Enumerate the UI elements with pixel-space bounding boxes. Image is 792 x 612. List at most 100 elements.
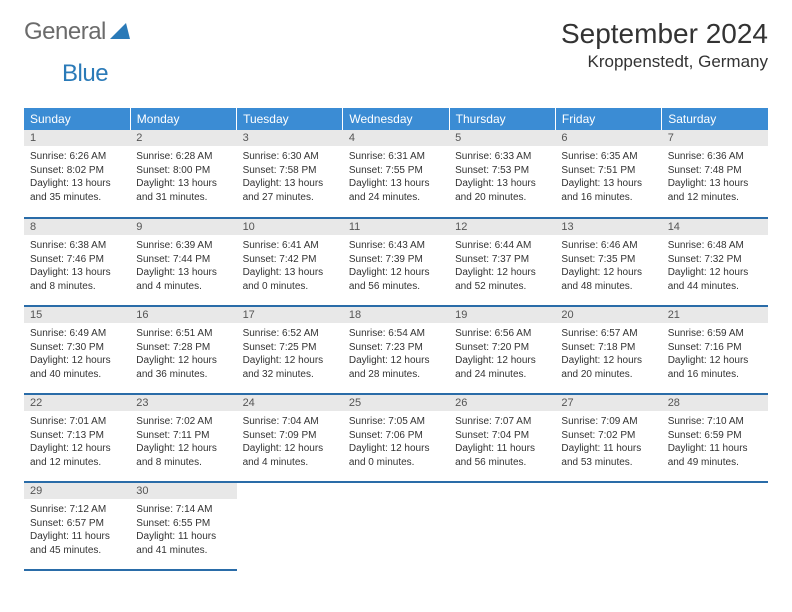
day-number: 3 xyxy=(237,130,343,146)
calendar-day-cell: 13Sunrise: 6:46 AMSunset: 7:35 PMDayligh… xyxy=(555,218,661,306)
day-details: Sunrise: 6:57 AMSunset: 7:18 PMDaylight:… xyxy=(555,323,661,385)
calendar-day-cell: 2Sunrise: 6:28 AMSunset: 8:00 PMDaylight… xyxy=(130,130,236,218)
day-number: 22 xyxy=(24,395,130,411)
calendar-week-row: 29Sunrise: 7:12 AMSunset: 6:57 PMDayligh… xyxy=(24,482,768,570)
day-details: Sunrise: 7:04 AMSunset: 7:09 PMDaylight:… xyxy=(237,411,343,473)
calendar-day-cell: 29Sunrise: 7:12 AMSunset: 6:57 PMDayligh… xyxy=(24,482,130,570)
day-details: Sunrise: 6:48 AMSunset: 7:32 PMDaylight:… xyxy=(662,235,768,297)
day-details: Sunrise: 6:38 AMSunset: 7:46 PMDaylight:… xyxy=(24,235,130,297)
day-number: 19 xyxy=(449,307,555,323)
day-number: 18 xyxy=(343,307,449,323)
calendar-day-cell: 28Sunrise: 7:10 AMSunset: 6:59 PMDayligh… xyxy=(662,394,768,482)
calendar-day-cell xyxy=(343,482,449,570)
day-details: Sunrise: 7:09 AMSunset: 7:02 PMDaylight:… xyxy=(555,411,661,473)
day-number: 11 xyxy=(343,219,449,235)
calendar-day-cell: 18Sunrise: 6:54 AMSunset: 7:23 PMDayligh… xyxy=(343,306,449,394)
calendar-week-row: 15Sunrise: 6:49 AMSunset: 7:30 PMDayligh… xyxy=(24,306,768,394)
day-details: Sunrise: 6:49 AMSunset: 7:30 PMDaylight:… xyxy=(24,323,130,385)
calendar-day-cell: 4Sunrise: 6:31 AMSunset: 7:55 PMDaylight… xyxy=(343,130,449,218)
day-number: 1 xyxy=(24,130,130,146)
day-number: 12 xyxy=(449,219,555,235)
weekday-header-row: Sunday Monday Tuesday Wednesday Thursday… xyxy=(24,108,768,130)
location: Kroppenstedt, Germany xyxy=(561,52,768,72)
day-details: Sunrise: 6:56 AMSunset: 7:20 PMDaylight:… xyxy=(449,323,555,385)
day-number: 25 xyxy=(343,395,449,411)
logo-triangle-icon xyxy=(110,21,130,44)
day-details: Sunrise: 7:07 AMSunset: 7:04 PMDaylight:… xyxy=(449,411,555,473)
day-details: Sunrise: 6:44 AMSunset: 7:37 PMDaylight:… xyxy=(449,235,555,297)
header: General September 2024 Kroppenstedt, Ger… xyxy=(24,18,768,72)
calendar-week-row: 1Sunrise: 6:26 AMSunset: 8:02 PMDaylight… xyxy=(24,130,768,218)
day-number: 24 xyxy=(237,395,343,411)
day-number: 15 xyxy=(24,307,130,323)
calendar-day-cell xyxy=(449,482,555,570)
day-number: 13 xyxy=(555,219,661,235)
day-details: Sunrise: 6:43 AMSunset: 7:39 PMDaylight:… xyxy=(343,235,449,297)
weekday-header: Friday xyxy=(555,108,661,130)
day-number: 21 xyxy=(662,307,768,323)
calendar-day-cell: 14Sunrise: 6:48 AMSunset: 7:32 PMDayligh… xyxy=(662,218,768,306)
calendar-day-cell: 1Sunrise: 6:26 AMSunset: 8:02 PMDaylight… xyxy=(24,130,130,218)
day-number: 26 xyxy=(449,395,555,411)
day-number: 8 xyxy=(24,219,130,235)
day-details: Sunrise: 7:01 AMSunset: 7:13 PMDaylight:… xyxy=(24,411,130,473)
calendar-day-cell: 25Sunrise: 7:05 AMSunset: 7:06 PMDayligh… xyxy=(343,394,449,482)
day-number: 23 xyxy=(130,395,236,411)
day-number: 5 xyxy=(449,130,555,146)
calendar-day-cell: 5Sunrise: 6:33 AMSunset: 7:53 PMDaylight… xyxy=(449,130,555,218)
month-title: September 2024 xyxy=(561,18,768,50)
weekday-header: Wednesday xyxy=(343,108,449,130)
calendar-day-cell: 27Sunrise: 7:09 AMSunset: 7:02 PMDayligh… xyxy=(555,394,661,482)
title-block: September 2024 Kroppenstedt, Germany xyxy=(561,18,768,72)
calendar-day-cell: 8Sunrise: 6:38 AMSunset: 7:46 PMDaylight… xyxy=(24,218,130,306)
day-details: Sunrise: 6:36 AMSunset: 7:48 PMDaylight:… xyxy=(662,146,768,208)
calendar-day-cell: 26Sunrise: 7:07 AMSunset: 7:04 PMDayligh… xyxy=(449,394,555,482)
day-details: Sunrise: 6:35 AMSunset: 7:51 PMDaylight:… xyxy=(555,146,661,208)
calendar-day-cell: 7Sunrise: 6:36 AMSunset: 7:48 PMDaylight… xyxy=(662,130,768,218)
calendar-day-cell: 30Sunrise: 7:14 AMSunset: 6:55 PMDayligh… xyxy=(130,482,236,570)
calendar-week-row: 22Sunrise: 7:01 AMSunset: 7:13 PMDayligh… xyxy=(24,394,768,482)
calendar-day-cell: 23Sunrise: 7:02 AMSunset: 7:11 PMDayligh… xyxy=(130,394,236,482)
calendar-week-row: 8Sunrise: 6:38 AMSunset: 7:46 PMDaylight… xyxy=(24,218,768,306)
day-number: 4 xyxy=(343,130,449,146)
weekday-header: Saturday xyxy=(662,108,768,130)
day-number: 10 xyxy=(237,219,343,235)
day-number: 6 xyxy=(555,130,661,146)
day-number: 27 xyxy=(555,395,661,411)
day-number: 17 xyxy=(237,307,343,323)
day-number: 14 xyxy=(662,219,768,235)
logo-text-general: General xyxy=(24,18,106,46)
day-number: 20 xyxy=(555,307,661,323)
calendar-day-cell xyxy=(237,482,343,570)
day-details: Sunrise: 7:05 AMSunset: 7:06 PMDaylight:… xyxy=(343,411,449,473)
day-details: Sunrise: 6:39 AMSunset: 7:44 PMDaylight:… xyxy=(130,235,236,297)
day-details: Sunrise: 6:33 AMSunset: 7:53 PMDaylight:… xyxy=(449,146,555,208)
day-details: Sunrise: 6:52 AMSunset: 7:25 PMDaylight:… xyxy=(237,323,343,385)
day-number: 29 xyxy=(24,483,130,499)
calendar-day-cell: 19Sunrise: 6:56 AMSunset: 7:20 PMDayligh… xyxy=(449,306,555,394)
day-number: 30 xyxy=(130,483,236,499)
calendar-day-cell: 22Sunrise: 7:01 AMSunset: 7:13 PMDayligh… xyxy=(24,394,130,482)
day-number: 9 xyxy=(130,219,236,235)
day-details: Sunrise: 6:30 AMSunset: 7:58 PMDaylight:… xyxy=(237,146,343,208)
day-number: 16 xyxy=(130,307,236,323)
weekday-header: Monday xyxy=(130,108,236,130)
day-details: Sunrise: 6:31 AMSunset: 7:55 PMDaylight:… xyxy=(343,146,449,208)
calendar-table: Sunday Monday Tuesday Wednesday Thursday… xyxy=(24,108,768,571)
calendar-day-cell: 16Sunrise: 6:51 AMSunset: 7:28 PMDayligh… xyxy=(130,306,236,394)
calendar-day-cell: 6Sunrise: 6:35 AMSunset: 7:51 PMDaylight… xyxy=(555,130,661,218)
logo-text-blue: Blue xyxy=(62,60,108,87)
calendar-day-cell: 9Sunrise: 6:39 AMSunset: 7:44 PMDaylight… xyxy=(130,218,236,306)
calendar-day-cell: 15Sunrise: 6:49 AMSunset: 7:30 PMDayligh… xyxy=(24,306,130,394)
weekday-header: Tuesday xyxy=(237,108,343,130)
day-details: Sunrise: 7:12 AMSunset: 6:57 PMDaylight:… xyxy=(24,499,130,561)
day-details: Sunrise: 6:51 AMSunset: 7:28 PMDaylight:… xyxy=(130,323,236,385)
weekday-header: Thursday xyxy=(449,108,555,130)
calendar-day-cell: 11Sunrise: 6:43 AMSunset: 7:39 PMDayligh… xyxy=(343,218,449,306)
day-details: Sunrise: 7:10 AMSunset: 6:59 PMDaylight:… xyxy=(662,411,768,473)
weekday-header: Sunday xyxy=(24,108,130,130)
day-number: 2 xyxy=(130,130,236,146)
calendar-day-cell: 10Sunrise: 6:41 AMSunset: 7:42 PMDayligh… xyxy=(237,218,343,306)
day-number: 28 xyxy=(662,395,768,411)
calendar-day-cell xyxy=(662,482,768,570)
